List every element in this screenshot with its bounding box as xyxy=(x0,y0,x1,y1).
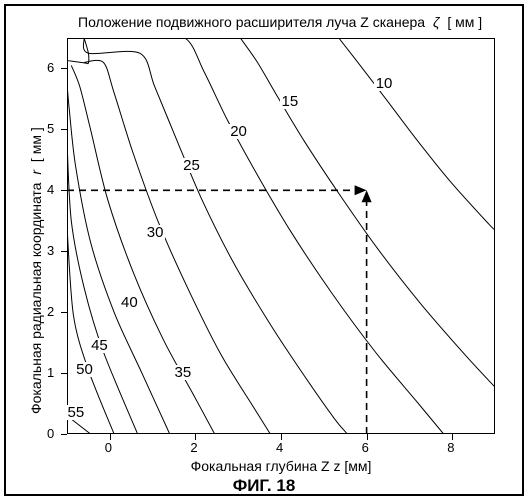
y-tick-label: 0 xyxy=(47,426,54,441)
title-unit: [ мм ] xyxy=(447,14,482,30)
y-axis-label-symbol: r xyxy=(28,166,44,179)
y-tick-label: 3 xyxy=(47,243,54,258)
y-tick-label: 5 xyxy=(47,121,54,136)
contour-label: 35 xyxy=(173,365,194,380)
chart-title: Положение подвижного расширителя луча Z … xyxy=(78,14,482,30)
contour-label: 50 xyxy=(74,362,95,377)
y-tick-mark xyxy=(61,129,67,130)
y-axis-label: Фокальная радиальная координата r [ мм ] xyxy=(28,127,44,414)
contour-label: 15 xyxy=(280,94,301,109)
y-tick-label: 4 xyxy=(47,182,54,197)
y-tick-mark xyxy=(61,312,67,313)
contour-label: 20 xyxy=(228,124,249,139)
y-axis-label-text: Фокальная радиальная координата xyxy=(28,183,44,414)
contour-label: 30 xyxy=(145,225,166,240)
title-text: Положение подвижного расширителя луча Z … xyxy=(78,14,425,30)
y-tick-mark xyxy=(61,373,67,374)
y-tick-mark xyxy=(61,68,67,69)
contour-label: 10 xyxy=(374,76,395,91)
title-symbol: ζ xyxy=(429,14,444,30)
contour-label: 40 xyxy=(119,295,140,310)
x-tick-label: 2 xyxy=(190,440,197,455)
y-tick-label: 2 xyxy=(47,304,54,319)
x-tick-label: 4 xyxy=(276,440,283,455)
y-tick-mark xyxy=(61,434,67,435)
x-axis-label: Фокальная глубина Z z [мм] xyxy=(67,458,495,474)
figure-caption: ФИГ. 18 xyxy=(0,476,528,496)
contour-label: 25 xyxy=(181,158,202,173)
y-tick-label: 6 xyxy=(47,60,54,75)
y-tick-mark xyxy=(61,190,67,191)
contour-label: 55 xyxy=(66,405,87,420)
x-tick-label: 8 xyxy=(447,440,454,455)
y-axis-label-unit: [ мм ] xyxy=(28,127,44,162)
x-tick-label: 6 xyxy=(362,440,369,455)
contour-label: 45 xyxy=(89,338,110,353)
x-tick-label: 0 xyxy=(105,440,112,455)
y-tick-mark xyxy=(61,251,67,252)
y-tick-label: 1 xyxy=(47,365,54,380)
